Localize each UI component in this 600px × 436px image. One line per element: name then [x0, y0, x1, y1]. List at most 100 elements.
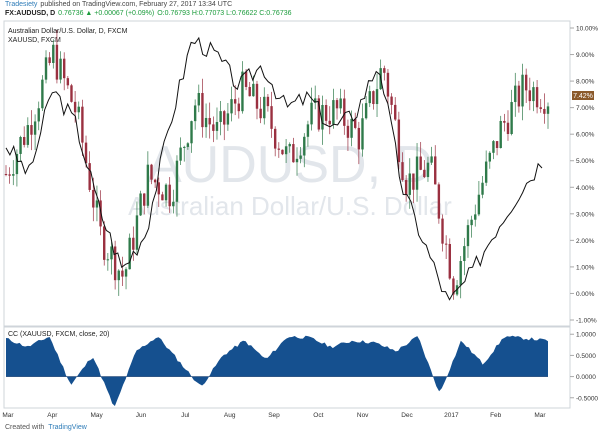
candle-body [466, 225, 470, 247]
candle-body [139, 193, 142, 216]
candle-body [84, 142, 88, 164]
candle-body [63, 58, 66, 79]
candle-body [266, 96, 270, 107]
candle-body [59, 58, 62, 80]
candle-body [543, 108, 546, 114]
candle-body [164, 184, 168, 201]
candle-body [361, 118, 364, 150]
candle-body [524, 74, 528, 91]
y-tick-label: 10.00% [576, 26, 598, 33]
main-panel-border [3, 20, 571, 327]
x-tick-label: Apr [47, 412, 58, 419]
candle-body [201, 93, 204, 128]
candle-body [190, 121, 193, 144]
candle-body [426, 162, 430, 178]
candle-body [412, 173, 415, 190]
candle-body [270, 106, 273, 129]
candle-body [332, 100, 335, 125]
candle-body [535, 87, 539, 108]
x-axis[interactable]: Mar Apr May Jun Jul Aug Sep Oct Nov Dec 2017 Feb Mar [2, 412, 546, 419]
candle-body [19, 137, 22, 154]
symbol-label: FX:AUDUSD, D [5, 10, 56, 17]
candle-body [252, 83, 255, 97]
cc-tick-label: 0.5000 [576, 353, 596, 360]
candle-body [117, 270, 120, 281]
candle-body [73, 101, 77, 113]
candle-body [303, 136, 306, 156]
candle-body [437, 184, 441, 219]
candle-body [30, 125, 33, 135]
y-tick-label: 5.00% [576, 158, 595, 165]
candle-body [397, 119, 401, 163]
candle-body [237, 103, 241, 112]
candle-body [539, 107, 542, 109]
candle-body [470, 219, 473, 226]
y-tick-label: 1.00% [576, 264, 595, 271]
candle-body [423, 169, 426, 178]
candle-body [277, 148, 281, 150]
watermark-name: Australian Dollar/U.S. Dollar [128, 191, 452, 221]
candle-body [375, 89, 379, 105]
candle-body [390, 96, 393, 105]
candle-body [248, 86, 251, 97]
chart-header: Tradesiety published on TradingView.com, … [0, 0, 600, 19]
candle-body [354, 118, 357, 128]
candle-body [4, 174, 8, 175]
x-tick-label: Jun [136, 412, 147, 419]
y-tick-label: -1.00% [576, 318, 597, 325]
created-with-label: Created with [5, 424, 45, 431]
candle-body [113, 246, 117, 281]
footer: Created with TradingView [0, 422, 600, 436]
candle-body [121, 270, 124, 277]
author-name[interactable]: Tradesiety [5, 1, 38, 8]
x-tick-label: Aug [224, 412, 236, 419]
y-tick-label: 2.00% [576, 238, 595, 245]
cc-tick-label: -0.5000 [576, 395, 598, 402]
cc-y-axis[interactable]: 1.0000 0.5000 0.0000 -0.5000 [570, 332, 598, 403]
candle-body [517, 85, 521, 107]
candle-body [532, 87, 535, 102]
candle-body [219, 111, 222, 123]
candle-body [273, 128, 277, 149]
candle-body [306, 124, 310, 137]
candle-body [244, 71, 248, 87]
candle-body [292, 144, 295, 163]
candle-body [263, 96, 266, 119]
x-tick-label: 2017 [444, 412, 459, 419]
cc-indicator [6, 335, 548, 406]
candle-body [135, 215, 139, 250]
candle-body [208, 117, 211, 125]
candle-body [481, 182, 484, 195]
candle-body [128, 237, 131, 270]
candle-body [15, 153, 19, 175]
tradingview-link[interactable]: TradingView [48, 424, 87, 431]
candle-body [474, 214, 477, 220]
candle-body [212, 124, 215, 131]
candle-body [346, 125, 350, 138]
candle-body [179, 147, 182, 161]
candle-body [492, 141, 495, 153]
x-tick-label: Sep [268, 412, 280, 419]
candle-body [92, 189, 95, 208]
cc-tick-label: 1.0000 [576, 332, 596, 339]
candle-body [343, 98, 346, 126]
candle-body [284, 146, 288, 155]
main-y-axis[interactable]: 10.00% 9.00% 8.00% 7.00% 6.00% 5.00% 4.00% 3.00… [570, 26, 598, 325]
candle-body [44, 57, 48, 80]
candle-body [299, 155, 302, 159]
candle-body [317, 98, 321, 130]
candle-body [215, 122, 219, 131]
ohlc-values: O:0.76793 H:0.77073 L:0.76622 C:0.76736 [157, 10, 292, 17]
candle-body [37, 108, 40, 122]
symbol-line: FX:AUDUSD, D 0.76736 ▲ +0.00067 (+0.09%) O… [5, 10, 295, 17]
candle-body [404, 180, 408, 195]
candle-body [204, 117, 208, 128]
x-tick-label: Mar [2, 412, 14, 419]
candle-body [33, 121, 37, 135]
x-tick-label: Dec [401, 412, 413, 419]
candle-body [88, 163, 91, 190]
y-tick-label: 9.00% [576, 52, 595, 59]
candle-body [55, 44, 59, 80]
candle-body [495, 141, 499, 149]
